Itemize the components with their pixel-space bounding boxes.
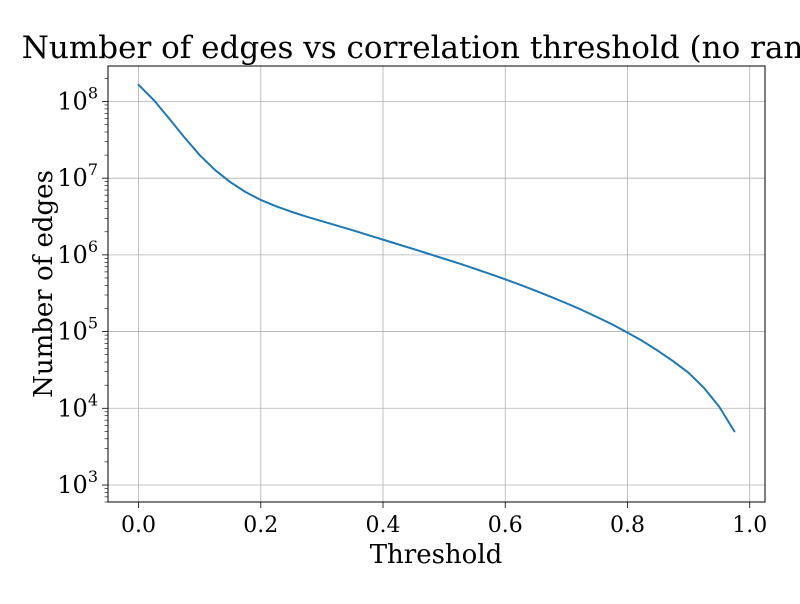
y-tick-label: 107 bbox=[57, 160, 98, 192]
x-tick-label: 0.0 bbox=[121, 513, 156, 538]
x-tick-label: 1.0 bbox=[732, 513, 767, 538]
grid-lines bbox=[108, 66, 765, 502]
x-tick-label: 0.6 bbox=[488, 513, 523, 538]
x-axis-label: Threshold bbox=[370, 540, 503, 570]
y-tick-label-base: 10 bbox=[57, 471, 88, 499]
y-tick-label-exponent: 6 bbox=[88, 237, 98, 256]
y-tick-label-base: 10 bbox=[57, 318, 88, 346]
chart-title: Number of edges vs correlation threshold… bbox=[22, 30, 800, 66]
x-tick-label: 0.2 bbox=[243, 513, 278, 538]
series-layer bbox=[137, 83, 736, 433]
y-tick-label: 103 bbox=[57, 467, 98, 499]
x-tick-label: 0.4 bbox=[366, 513, 401, 538]
series-line-0 bbox=[137, 83, 736, 433]
y-axis-label: Number of edges bbox=[29, 170, 59, 398]
y-tick-label-exponent: 7 bbox=[88, 160, 98, 179]
y-tick-label: 106 bbox=[57, 237, 98, 269]
y-tick-label-base: 10 bbox=[57, 394, 88, 422]
y-tick-label-exponent: 5 bbox=[88, 314, 98, 333]
y-tick-label-exponent: 8 bbox=[88, 83, 98, 102]
y-tick-label: 104 bbox=[57, 390, 98, 422]
y-tick-label-base: 10 bbox=[57, 87, 88, 115]
y-tick-label-exponent: 4 bbox=[88, 390, 98, 409]
plot-area-frame bbox=[107, 65, 766, 503]
y-tick-label-base: 10 bbox=[57, 164, 88, 192]
y-tick-label: 105 bbox=[57, 314, 98, 346]
y-tick-label-base: 10 bbox=[57, 241, 88, 269]
tick-marks bbox=[102, 78, 751, 508]
y-tick-label-exponent: 3 bbox=[88, 467, 98, 486]
x-tick-label: 0.8 bbox=[610, 513, 645, 538]
y-tick-label: 108 bbox=[57, 83, 98, 115]
